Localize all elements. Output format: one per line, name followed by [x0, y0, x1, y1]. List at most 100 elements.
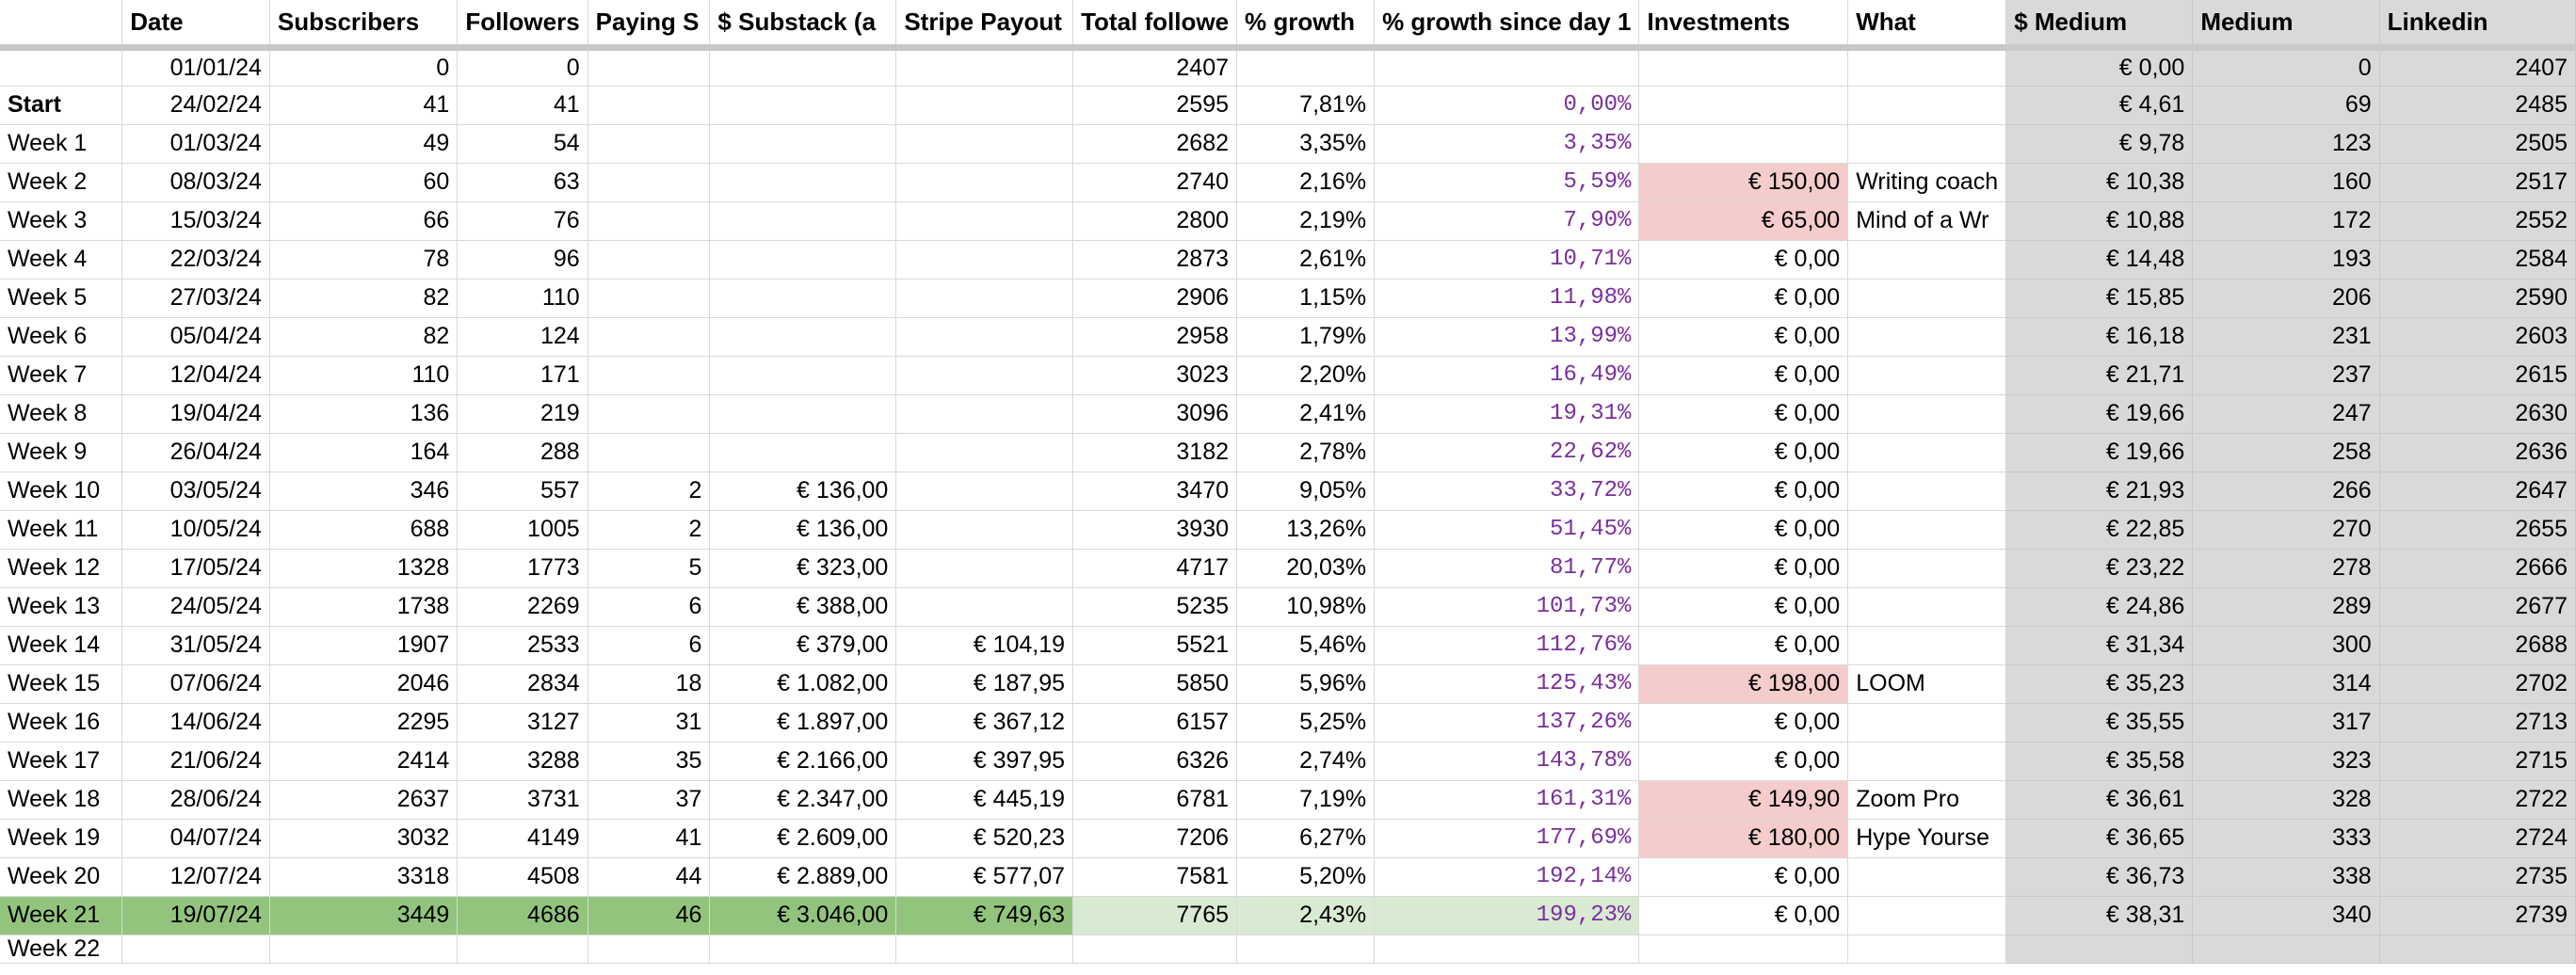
cell-investments[interactable]: € 0,00 [1638, 356, 1849, 395]
cell-growth[interactable]: 5,46% [1236, 626, 1376, 665]
cell-date[interactable]: 14/06/24 [121, 703, 270, 743]
cell-followers[interactable]: 557 [457, 472, 588, 511]
cell-total[interactable] [1072, 935, 1238, 964]
cell-medium-usd[interactable]: € 35,55 [2005, 703, 2194, 743]
cell-linkedin[interactable]: 2735 [2379, 857, 2576, 897]
column-header[interactable]: Medium [2192, 0, 2380, 51]
cell-subscribers[interactable]: 3318 [269, 857, 459, 897]
cell-medium-usd[interactable]: € 0,00 [2005, 47, 2194, 87]
cell-substack[interactable]: € 2.889,00 [709, 857, 897, 897]
cell-label[interactable]: Start [0, 86, 123, 125]
cell-what[interactable] [1847, 626, 2007, 665]
cell-growth[interactable]: 2,19% [1236, 201, 1376, 241]
cell-date[interactable]: 17/05/24 [121, 549, 270, 588]
cell-medium-usd[interactable]: € 36,73 [2005, 857, 2194, 897]
cell-total[interactable]: 2595 [1072, 86, 1238, 125]
cell-growth-day1[interactable]: 137,26% [1374, 703, 1640, 743]
cell-date[interactable]: 24/05/24 [121, 587, 270, 627]
cell-substack[interactable] [709, 47, 897, 87]
cell-substack[interactable]: € 2.166,00 [709, 742, 897, 781]
cell-subscribers[interactable]: 164 [269, 433, 459, 472]
cell-subscribers[interactable] [269, 935, 459, 964]
cell-medium-usd[interactable]: € 4,61 [2005, 86, 2194, 125]
cell-growth[interactable]: 1,15% [1236, 279, 1376, 318]
cell-growth[interactable] [1236, 47, 1376, 87]
cell-linkedin[interactable]: 2677 [2379, 587, 2576, 627]
cell-paying[interactable]: 35 [588, 742, 711, 781]
cell-subscribers[interactable]: 3449 [269, 896, 459, 935]
cell-subscribers[interactable]: 110 [269, 356, 459, 395]
cell-label[interactable]: Week 22 [0, 935, 123, 964]
cell-label[interactable]: Week 4 [0, 240, 123, 280]
cell-total[interactable]: 3096 [1072, 394, 1238, 434]
cell-total[interactable]: 7581 [1072, 857, 1238, 897]
cell-investments[interactable]: € 198,00 [1638, 664, 1849, 704]
cell-stripe[interactable]: € 367,12 [895, 703, 1074, 743]
cell-medium-usd[interactable]: € 19,66 [2005, 394, 2194, 434]
cell-substack[interactable] [709, 201, 897, 241]
cell-stripe[interactable] [895, 279, 1074, 318]
cell-date[interactable]: 19/04/24 [121, 394, 270, 434]
cell-linkedin[interactable]: 2724 [2379, 819, 2576, 858]
cell-paying[interactable] [588, 433, 711, 472]
cell-linkedin[interactable]: 2485 [2379, 86, 2576, 125]
cell-date[interactable]: 12/04/24 [121, 356, 270, 395]
cell-linkedin[interactable]: 2647 [2379, 472, 2576, 511]
cell-investments[interactable]: € 0,00 [1638, 510, 1849, 550]
cell-paying[interactable] [588, 86, 711, 125]
column-header[interactable]: % growth since day 1 [1374, 0, 1640, 51]
cell-date[interactable]: 05/04/24 [121, 317, 270, 357]
cell-growth-day1[interactable]: 3,35% [1374, 124, 1640, 164]
cell-substack[interactable] [709, 317, 897, 357]
cell-linkedin[interactable]: 2722 [2379, 780, 2576, 820]
cell-what[interactable] [1847, 472, 2007, 511]
cell-linkedin[interactable]: 2584 [2379, 240, 2576, 280]
cell-growth-day1[interactable]: 81,77% [1374, 549, 1640, 588]
cell-investments[interactable]: € 0,00 [1638, 240, 1849, 280]
column-header[interactable]: Date [121, 0, 270, 51]
cell-what[interactable] [1847, 356, 2007, 395]
cell-medium[interactable]: 193 [2192, 240, 2380, 280]
cell-what[interactable] [1847, 47, 2007, 87]
cell-paying[interactable] [588, 124, 711, 164]
cell-total[interactable]: 3182 [1072, 433, 1238, 472]
cell-growth[interactable]: 2,74% [1236, 742, 1376, 781]
cell-investments[interactable]: € 0,00 [1638, 394, 1849, 434]
cell-label[interactable]: Week 7 [0, 356, 123, 395]
cell-label[interactable]: Week 12 [0, 549, 123, 588]
cell-linkedin[interactable]: 2517 [2379, 163, 2576, 202]
cell-what[interactable] [1847, 703, 2007, 743]
cell-medium[interactable]: 123 [2192, 124, 2380, 164]
cell-investments[interactable]: € 65,00 [1638, 201, 1849, 241]
cell-subscribers[interactable]: 49 [269, 124, 459, 164]
cell-growth-day1[interactable]: 112,76% [1374, 626, 1640, 665]
cell-medium-usd[interactable]: € 15,85 [2005, 279, 2194, 318]
cell-substack[interactable] [709, 163, 897, 202]
cell-growth[interactable]: 2,61% [1236, 240, 1376, 280]
cell-stripe[interactable] [895, 317, 1074, 357]
cell-growth[interactable]: 1,79% [1236, 317, 1376, 357]
cell-what[interactable]: Hype Yourse [1847, 819, 2007, 858]
cell-subscribers[interactable]: 3032 [269, 819, 459, 858]
cell-date[interactable]: 28/06/24 [121, 780, 270, 820]
column-header[interactable]: Linkedin [2379, 0, 2576, 51]
cell-label[interactable]: Week 18 [0, 780, 123, 820]
cell-growth[interactable]: 20,03% [1236, 549, 1376, 588]
cell-stripe[interactable]: € 577,07 [895, 857, 1074, 897]
cell-followers[interactable]: 1773 [457, 549, 588, 588]
cell-label[interactable]: Week 9 [0, 433, 123, 472]
cell-investments[interactable]: € 0,00 [1638, 896, 1849, 935]
cell-total[interactable]: 7765 [1072, 896, 1238, 935]
cell-subscribers[interactable]: 2414 [269, 742, 459, 781]
column-header[interactable]: $ Substack (a [709, 0, 897, 51]
cell-paying[interactable]: 44 [588, 857, 711, 897]
cell-growth-day1[interactable]: 161,31% [1374, 780, 1640, 820]
cell-label[interactable]: Week 21 [0, 896, 123, 935]
cell-what[interactable] [1847, 549, 2007, 588]
cell-medium-usd[interactable]: € 19,66 [2005, 433, 2194, 472]
cell-linkedin[interactable]: 2505 [2379, 124, 2576, 164]
cell-growth[interactable]: 2,16% [1236, 163, 1376, 202]
cell-investments[interactable]: € 0,00 [1638, 587, 1849, 627]
cell-growth-day1[interactable]: 199,23% [1374, 896, 1640, 935]
cell-stripe[interactable] [895, 433, 1074, 472]
